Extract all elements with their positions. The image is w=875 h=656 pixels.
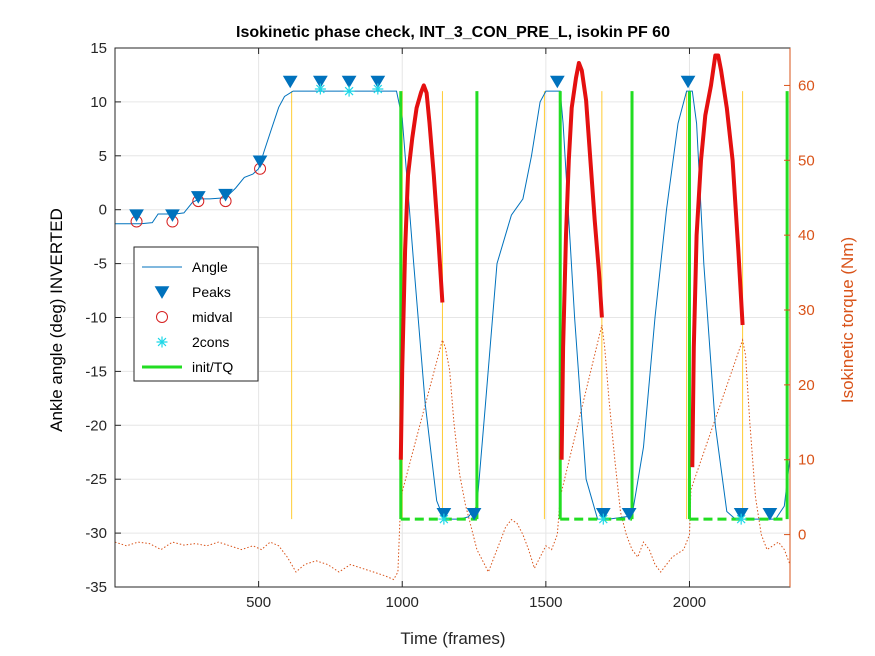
- torque-dotted-series: [114, 324, 791, 581]
- legend-box: [133, 246, 259, 382]
- left-tick-label: -10: [85, 310, 107, 327]
- left-tick-label: 0: [99, 202, 107, 219]
- torque-thick-line: [690, 53, 745, 468]
- torque-thick-series: [398, 53, 745, 468]
- legend-swatch-twocons: [156, 336, 168, 348]
- peaks-markers: [129, 75, 778, 521]
- right-axis-ticks: 0 10 20 30 40 50 60: [784, 48, 815, 587]
- twocons-marker: [735, 513, 747, 525]
- legend-label-init_tq: init/TQ: [192, 359, 233, 375]
- left-tick-label: -25: [85, 471, 107, 488]
- left-tick-label: 5: [99, 148, 107, 165]
- left-axis-ticks: -35 -30 -25 -20 -15 -10 -5 0 5 10 15: [85, 40, 121, 596]
- left-tick-label: -5: [94, 256, 107, 273]
- peak-marker: [165, 209, 180, 222]
- twocons-marker: [343, 85, 355, 97]
- torque-dotted-line: [114, 324, 791, 581]
- left-tick-label: -35: [85, 579, 107, 596]
- right-tick-label: 50: [798, 152, 815, 169]
- legend-label-midval: midval: [192, 309, 232, 325]
- x-axis-ticks: 500 1000 1500 2000: [246, 48, 706, 611]
- peak-marker: [218, 188, 233, 202]
- twocons-marker: [438, 513, 450, 525]
- chart-title: Isokinetic phase check, INT_3_CON_PRE_L,…: [236, 24, 670, 41]
- right-axis-label: Isokinetic torque (Nm): [838, 237, 857, 403]
- legend-label-twocons: 2cons: [192, 334, 229, 350]
- peak-marker: [466, 507, 482, 521]
- peak-marker: [680, 75, 696, 89]
- legend-swatch-peaks: [154, 286, 170, 299]
- right-tick-label: 60: [798, 77, 815, 94]
- left-axis-label: Ankle angle (deg) INVERTED: [47, 208, 66, 432]
- twocons-markers: [314, 83, 747, 525]
- right-tick-label: 10: [798, 452, 815, 469]
- left-tick-label: -20: [85, 417, 107, 434]
- peak-marker: [282, 75, 298, 89]
- legend-label-angle: Angle: [192, 259, 228, 275]
- legend-label-peaks: Peaks: [192, 284, 231, 300]
- left-tick-label: 10: [90, 94, 107, 111]
- peak-marker: [312, 75, 328, 89]
- legend-swatch-midval: [156, 311, 168, 323]
- right-tick-label: 40: [798, 227, 815, 244]
- x-tick-label: 2000: [673, 594, 706, 611]
- right-tick-label: 30: [798, 302, 815, 319]
- peak-marker: [370, 75, 386, 89]
- twocons-marker: [597, 513, 609, 525]
- peak-marker: [129, 209, 144, 222]
- twocons-marker: [314, 83, 326, 95]
- peak-marker: [341, 75, 357, 89]
- right-tick-label: 0: [798, 527, 806, 544]
- x-axis-label: Time (frames): [400, 629, 505, 648]
- peak-marker: [621, 507, 637, 521]
- peak-marker: [762, 507, 778, 521]
- left-tick-label: 15: [90, 40, 107, 57]
- x-tick-label: 500: [246, 594, 271, 611]
- legend: Angle Peaks midval 2cons init/TQ: [133, 246, 259, 382]
- twocons-marker: [372, 83, 384, 95]
- x-tick-label: 1000: [386, 594, 419, 611]
- torque-thick-line: [559, 61, 604, 460]
- left-tick-label: -15: [85, 363, 107, 380]
- torque-thick-line: [398, 83, 445, 460]
- x-tick-label: 1500: [529, 594, 562, 611]
- peak-marker: [252, 155, 268, 169]
- left-tick-label: -30: [85, 525, 107, 542]
- right-tick-label: 20: [798, 377, 815, 394]
- peak-marker: [549, 75, 565, 89]
- peak-marker: [190, 191, 206, 204]
